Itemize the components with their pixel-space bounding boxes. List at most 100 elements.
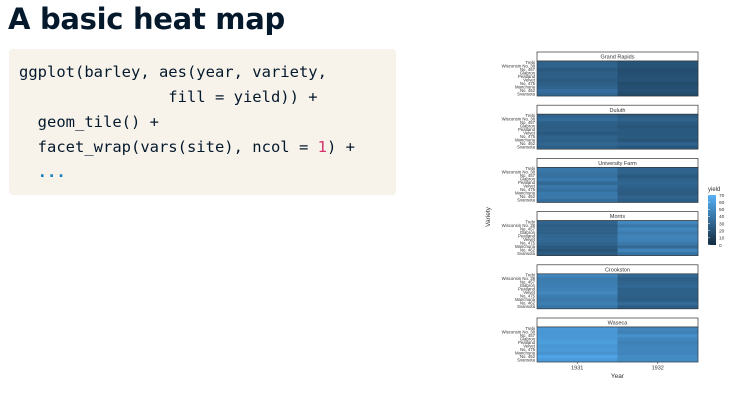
legend-tick-label: 30 (719, 221, 725, 227)
heat-tile (537, 64, 618, 69)
heat-tile (537, 145, 618, 150)
variety-tick-label: Velvet (523, 343, 536, 348)
heat-tile (537, 231, 618, 235)
variety-tick-label: No. 457 (520, 173, 536, 178)
heat-tile (537, 301, 618, 306)
code-line-4-end: ) + (326, 138, 355, 156)
heat-tile (617, 117, 699, 122)
code-line-4: facet_wrap(vars(site), ncol = 1) + (19, 137, 355, 157)
heat-tile (617, 238, 699, 242)
legend-tick-label: 0 (719, 243, 722, 249)
legend-tick-label: 10 (719, 236, 725, 242)
heat-tile (537, 252, 618, 256)
heat-tile (617, 61, 699, 65)
heat-tile (617, 191, 699, 196)
heat-tile (617, 145, 699, 150)
heat-tile (617, 330, 699, 335)
heat-tile (537, 298, 618, 303)
variety-tick-label: No. 475 (520, 240, 536, 245)
heat-tile (617, 124, 699, 129)
heat-tile (537, 327, 618, 331)
panel-border (536, 113, 699, 150)
heat-tile (617, 188, 699, 193)
heat-tile (537, 82, 618, 86)
heat-tile (617, 167, 699, 172)
heat-tile (537, 177, 618, 182)
heat-tile (617, 252, 699, 256)
heat-tile (537, 337, 618, 342)
heat-tile (617, 89, 699, 93)
panel-border (536, 167, 699, 203)
variety-tick-label: No. 457 (520, 67, 536, 72)
variety-tick-label: Wisconsin No. 38 (502, 170, 536, 175)
heat-tile (537, 135, 618, 139)
variety-tick-label: Trebi (525, 219, 535, 224)
heat-tile (537, 358, 618, 363)
legend-colorbar (708, 195, 716, 245)
heat-tile (617, 92, 699, 97)
variety-tick-label: No. 462 (520, 354, 536, 359)
heat-tile (537, 224, 618, 228)
heat-tile (617, 224, 699, 228)
variety-tick-label: Peatland (518, 287, 536, 292)
variety-tick-label: No. 475 (520, 134, 536, 139)
heat-tile (617, 227, 699, 232)
heat-tile (617, 78, 699, 83)
heat-tile (537, 138, 618, 143)
code-ellipsis: ... (19, 163, 66, 181)
variety-tick-label: Glabron (520, 70, 536, 75)
variety-tick-label: Peatland (518, 180, 536, 185)
x-tick-label: 1932 (652, 366, 664, 372)
facet-label: Grand Rapids (601, 55, 635, 61)
code-line-2: fill = yield)) + (19, 88, 318, 106)
heat-tile (617, 305, 699, 310)
heat-tile (537, 78, 618, 83)
heat-tile (617, 181, 699, 186)
heat-tile (537, 89, 618, 93)
variety-tick-label: Velvet (523, 237, 536, 242)
heat-tile (537, 184, 618, 189)
heat-tile (617, 138, 699, 143)
heat-tile (537, 284, 618, 289)
heat-tile (617, 121, 699, 125)
heat-tile (537, 273, 618, 278)
heat-tile (617, 75, 699, 79)
heat-tile (617, 327, 699, 331)
y-axis-title: Variety (485, 206, 492, 226)
heat-tile (537, 245, 618, 249)
variety-tick-label: Svansota (517, 304, 536, 309)
variety-tick-label: No. 462 (520, 88, 536, 93)
variety-tick-label: No. 457 (520, 120, 536, 125)
x-tick-label: 1931 (571, 366, 583, 372)
variety-tick-label: Manchuria (515, 138, 536, 143)
heat-tile (617, 184, 699, 189)
heat-tile (537, 142, 618, 146)
code-line-4-text: facet_wrap(vars(site), ncol = (19, 138, 318, 156)
panel-border (536, 60, 699, 97)
heat-tile (537, 348, 618, 352)
variety-tick-label: Wisconsin No. 38 (502, 276, 536, 281)
heat-tile (537, 75, 618, 79)
variety-tick-label: Wisconsin No. 38 (502, 117, 536, 122)
variety-tick-label: Peatland (518, 74, 536, 79)
slide-title: A basic heat map (8, 2, 285, 36)
heat-tile (537, 248, 618, 253)
variety-tick-label: Velvet (523, 77, 536, 82)
heat-tile (537, 71, 618, 76)
legend-tick-label: 60 (719, 200, 725, 206)
variety-tick-label: No. 475 (520, 81, 536, 86)
variety-tick-label: Velvet (523, 184, 536, 189)
heat-tile (617, 177, 699, 182)
variety-tick-label: No. 462 (520, 141, 536, 146)
heat-tile (537, 341, 618, 345)
variety-tick-label: Manchuria (515, 191, 536, 196)
heat-tile (537, 220, 618, 225)
heat-tile (537, 128, 618, 132)
heat-tile (617, 277, 699, 282)
heat-tile (617, 68, 699, 72)
variety-tick-label: Peatland (518, 340, 536, 345)
heat-tile (617, 341, 699, 345)
heat-tile (537, 227, 618, 232)
facet-label: Duluth (610, 108, 626, 114)
